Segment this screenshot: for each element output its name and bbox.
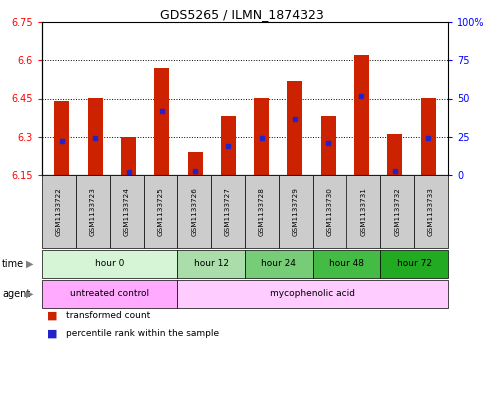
Text: ■: ■ (47, 311, 57, 321)
Bar (254, 99, 269, 175)
Text: GSM1133733: GSM1133733 (428, 187, 434, 236)
Bar (287, 81, 302, 175)
Text: GSM1133731: GSM1133731 (360, 187, 367, 236)
Bar (88, 99, 103, 175)
Text: untreated control: untreated control (70, 290, 149, 299)
Text: ■: ■ (47, 329, 57, 339)
Text: GSM1133732: GSM1133732 (394, 187, 400, 236)
Bar (187, 152, 202, 175)
Text: GSM1133723: GSM1133723 (90, 187, 96, 236)
Text: ▶: ▶ (26, 289, 33, 299)
Text: GSM1133726: GSM1133726 (191, 187, 197, 236)
Text: GSM1133722: GSM1133722 (56, 187, 62, 236)
Text: hour 48: hour 48 (329, 259, 364, 268)
Text: hour 0: hour 0 (95, 259, 124, 268)
Bar (55, 101, 70, 175)
Bar (221, 116, 236, 175)
Text: mycophenolic acid: mycophenolic acid (270, 290, 355, 299)
Text: GSM1133730: GSM1133730 (327, 187, 333, 236)
Bar (121, 137, 136, 175)
Bar (354, 55, 369, 175)
Bar (387, 134, 402, 175)
Text: hour 24: hour 24 (261, 259, 296, 268)
Text: hour 72: hour 72 (397, 259, 432, 268)
Text: GSM1133729: GSM1133729 (293, 187, 299, 236)
Text: percentile rank within the sample: percentile rank within the sample (66, 329, 219, 338)
Text: GSM1133724: GSM1133724 (124, 187, 129, 236)
Text: time: time (2, 259, 24, 269)
Text: GSM1133727: GSM1133727 (225, 187, 231, 236)
Text: agent: agent (2, 289, 30, 299)
Bar (154, 68, 169, 175)
Text: GDS5265 / ILMN_1874323: GDS5265 / ILMN_1874323 (159, 8, 324, 21)
Text: GSM1133728: GSM1133728 (259, 187, 265, 236)
Text: hour 12: hour 12 (194, 259, 228, 268)
Text: transformed count: transformed count (66, 312, 151, 321)
Bar (321, 116, 336, 175)
Bar (421, 99, 436, 175)
Text: GSM1133725: GSM1133725 (157, 187, 163, 236)
Text: ▶: ▶ (26, 259, 33, 269)
